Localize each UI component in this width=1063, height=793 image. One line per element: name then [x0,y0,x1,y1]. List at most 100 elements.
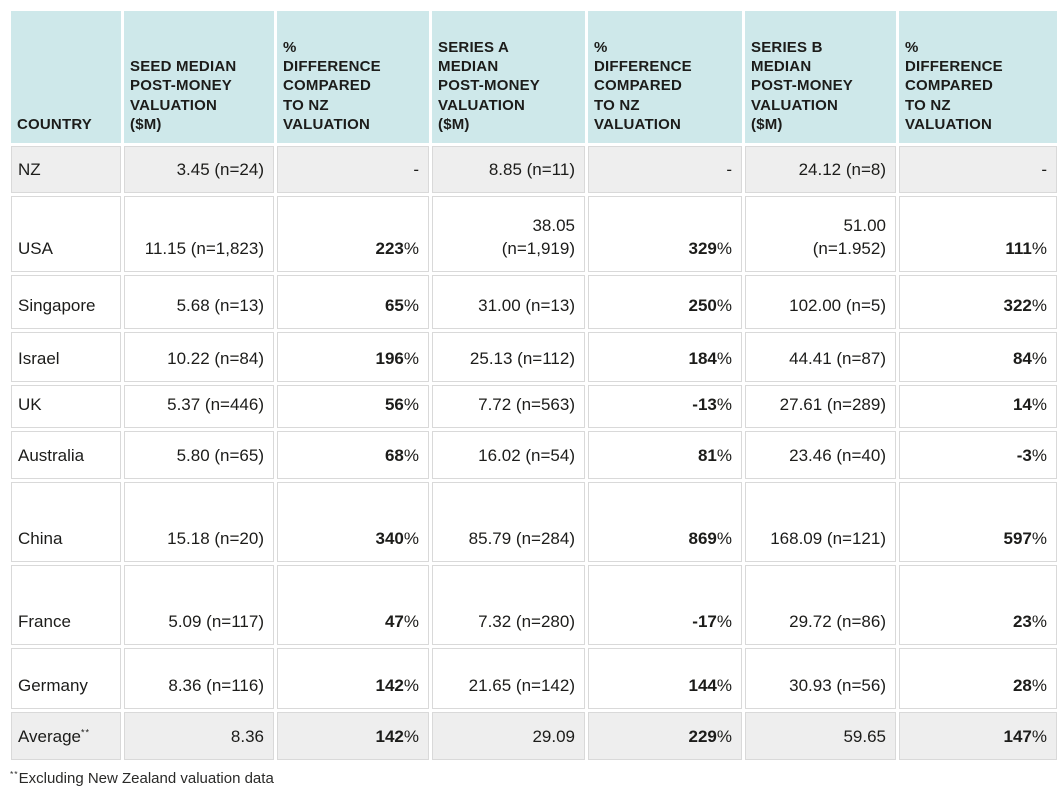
footnote-text: Excluding New Zealand valuation data [18,770,274,787]
percent-sign: % [403,676,419,696]
country-cell: NZ [11,146,121,193]
series-a-pct-cell: 144% [588,648,742,709]
series-b-cell: 102.00 (n=5) [745,275,896,329]
header-row: COUNTRY SEED MEDIAN POST-MONEY VALUATION … [11,11,1057,143]
footnote-marker: ** [10,769,19,779]
series-b-cell: 30.93 (n=56) [745,648,896,709]
percent-value: 184 [688,349,717,369]
percent-value: -13 [692,395,717,415]
table-row: USA 11.15 (n=1,823) 223% 38.05 (n=1,919) 329… [11,196,1057,272]
series-b-pct-cell: 322% [899,275,1057,329]
series-a-cell: 7.32 (n=280) [432,565,585,645]
percent-value: 142 [375,676,404,696]
seed-cell: 3.45 (n=24) [124,146,274,193]
seed-cell: 11.15 (n=1,823) [124,196,274,272]
series-a-pct-cell: 329% [588,196,742,272]
percent-value: 147 [1003,727,1032,747]
percent-value: 196 [375,349,404,369]
percent-value: 65 [384,296,404,316]
series-b-pct-cell: 14% [899,385,1057,428]
percent-value: 144 [688,676,717,696]
percent-value: 56 [384,395,404,415]
table-row: NZ 3.45 (n=24) -8.85 (n=11) -24.12 (n=8) - [11,146,1057,193]
seed-pct-cell: 340% [277,482,429,562]
table-row: Average** 8.36 142% 29.09 229% 59.65 147% [11,712,1057,760]
seed-pct-cell: 56% [277,385,429,428]
country-cell: Australia [11,431,121,479]
seed-cell: 5.09 (n=117) [124,565,274,645]
percent-sign: % [403,727,419,747]
series-a-cell: 29.09 [432,712,585,760]
percent-sign: % [403,395,419,415]
series-a-pct-cell: - [588,146,742,193]
series-b-cell: 59.65 [745,712,896,760]
series-a-cell: 38.05 (n=1,919) [432,196,585,272]
valuation-comparison-table: COUNTRY SEED MEDIAN POST-MONEY VALUATION … [8,8,1060,763]
series-b-pct-cell: - [899,146,1057,193]
percent-sign: % [1031,296,1047,316]
series-a-cell: 16.02 (n=54) [432,431,585,479]
series-b-pct-cell: 28% [899,648,1057,709]
series-a-pct-cell: 250% [588,275,742,329]
percent-sign: % [403,446,419,466]
column-header-country: COUNTRY [11,11,121,143]
percent-value: 23 [1012,612,1032,632]
seed-pct-cell: 65% [277,275,429,329]
percent-sign: % [716,239,732,259]
percent-value: 14 [1012,395,1032,415]
percent-value: 869 [688,529,717,549]
country-cell: Germany [11,648,121,709]
seed-pct-cell: 47% [277,565,429,645]
seed-pct-cell: 68% [277,431,429,479]
series-b-cell: 44.41 (n=87) [745,332,896,382]
table-row: Singapore 5.68 (n=13) 65% 31.00 (n=13) 250% 1… [11,275,1057,329]
series-a-cell: 31.00 (n=13) [432,275,585,329]
seed-cell: 8.36 (n=116) [124,648,274,709]
series-a-cell: 25.13 (n=112) [432,332,585,382]
percent-value: 223 [375,239,404,259]
percent-value: 28 [1012,676,1032,696]
percent-value: 229 [688,727,717,747]
percent-sign: % [716,529,732,549]
column-header-seed: SEED MEDIAN POST-MONEY VALUATION ($M) [124,11,274,143]
table-row: Germany 8.36 (n=116) 142% 21.65 (n=142) 144%… [11,648,1057,709]
seed-pct-cell: 142% [277,712,429,760]
series-b-pct-cell: 147% [899,712,1057,760]
percent-value: 250 [688,296,717,316]
percent-sign: % [403,529,419,549]
percent-value: -3 [1016,446,1032,466]
percent-sign: % [1031,239,1047,259]
series-a-pct-cell: 869% [588,482,742,562]
percent-value: 329 [688,239,717,259]
seed-pct-cell: 142% [277,648,429,709]
series-a-pct-cell: 81% [588,431,742,479]
percent-value: 111 [1005,239,1032,259]
country-cell: Average** [11,712,121,760]
column-header-seed-pct: % DIFFERENCE COMPARED TO NZ VALUATION [277,11,429,143]
percent-sign: % [716,395,732,415]
country-cell: UK [11,385,121,428]
percent-value: 597 [1003,529,1032,549]
column-header-series-a-pct: % DIFFERENCE COMPARED TO NZ VALUATION [588,11,742,143]
column-header-series-a: SERIES A MEDIAN POST-MONEY VALUATION ($M… [432,11,585,143]
series-b-pct-cell: 84% [899,332,1057,382]
percent-value: 84 [1012,349,1032,369]
seed-cell: 5.80 (n=65) [124,431,274,479]
percent-sign: % [1031,529,1047,549]
seed-cell: 5.37 (n=446) [124,385,274,428]
table-row: France 5.09 (n=117) 47% 7.32 (n=280) -17% 29.… [11,565,1057,645]
percent-sign: % [1031,446,1047,466]
series-b-cell: 27.61 (n=289) [745,385,896,428]
series-b-pct-cell: 23% [899,565,1057,645]
percent-value: 81 [697,446,717,466]
table-row: UK 5.37 (n=446) 56% 7.72 (n=563) -13% 27.61 (… [11,385,1057,428]
percent-value: 47 [384,612,404,632]
percent-sign: % [1031,395,1047,415]
seed-cell: 8.36 [124,712,274,760]
series-b-cell: 51.00 (n=1.952) [745,196,896,272]
percent-sign: % [716,727,732,747]
country-cell: Singapore [11,275,121,329]
percent-sign: % [1031,612,1047,632]
percent-sign: % [1031,676,1047,696]
